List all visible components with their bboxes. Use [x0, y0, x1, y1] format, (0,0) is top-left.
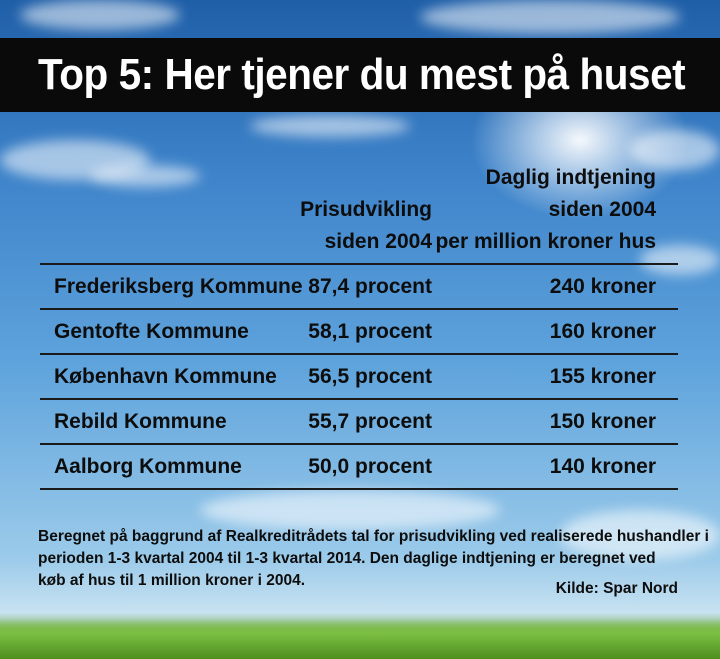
cloud: [560, 510, 720, 560]
page-title: Top 5: Her tjener du mest på huset: [38, 50, 686, 99]
cloud: [20, 0, 180, 30]
cloud: [420, 0, 680, 34]
footnote-line: perioden 1-3 kvartal 2004 til 1-3 kvarta…: [38, 550, 656, 567]
table-row: Frederiksberg Kommune 87,4 procent 240 k…: [40, 263, 678, 308]
cloud: [630, 130, 720, 170]
column-header-daily-line: per million kroner hus: [435, 230, 656, 253]
price-change-cell: 56,5 procent: [308, 365, 432, 388]
table-row: Gentofte Kommune 58,1 procent 160 kroner: [40, 308, 678, 353]
footnote-line: Beregnet på baggrund af Realkreditrådets…: [38, 528, 709, 545]
cloud: [250, 115, 410, 137]
municipality-cell: Gentofte Kommune: [54, 320, 249, 343]
column-header-daily-earning: Daglig indtjening siden 2004 per million…: [430, 162, 656, 258]
column-header-price-line: siden 2004: [324, 230, 432, 253]
municipality-cell: Rebild Kommune: [54, 410, 227, 433]
cloud: [200, 490, 500, 530]
cloud: [640, 245, 720, 275]
footnote-line: køb af hus til 1 million kroner i 2004.: [38, 572, 306, 589]
municipality-cell: Aalborg Kommune: [54, 455, 242, 478]
daily-earning-cell: 240 kroner: [549, 275, 656, 298]
cloud: [90, 165, 200, 187]
table-row: Aalborg Kommune 50,0 procent 140 kroner: [40, 443, 678, 490]
table-row: Rebild Kommune 55,7 procent 150 kroner: [40, 398, 678, 443]
daily-earning-cell: 150 kroner: [549, 410, 656, 433]
column-header-daily-line: Daglig indtjening: [485, 166, 656, 189]
price-change-cell: 87,4 procent: [308, 275, 432, 298]
table-row: København Kommune 56,5 procent 155 krone…: [40, 353, 678, 398]
source-credit: Kilde: Spar Nord: [555, 580, 678, 597]
daily-earning-cell: 140 kroner: [549, 455, 656, 478]
price-change-cell: 55,7 procent: [308, 410, 432, 433]
footnote: Beregnet på baggrund af Realkreditrådets…: [38, 526, 709, 592]
title-bar: [0, 38, 720, 112]
grass-strip: [0, 619, 720, 659]
municipality-cell: Frederiksberg Kommune: [54, 275, 303, 298]
column-header-price-change: Prisudvikling siden 2004: [250, 194, 432, 258]
column-header-price-line: Prisudvikling: [300, 198, 432, 221]
data-table: Frederiksberg Kommune 87,4 procent 240 k…: [40, 263, 678, 490]
municipality-cell: København Kommune: [54, 365, 277, 388]
daily-earning-cell: 160 kroner: [549, 320, 656, 343]
column-header-daily-line: siden 2004: [548, 198, 656, 221]
price-change-cell: 58,1 procent: [308, 320, 432, 343]
daily-earning-cell: 155 kroner: [549, 365, 656, 388]
price-change-cell: 50,0 procent: [308, 455, 432, 478]
